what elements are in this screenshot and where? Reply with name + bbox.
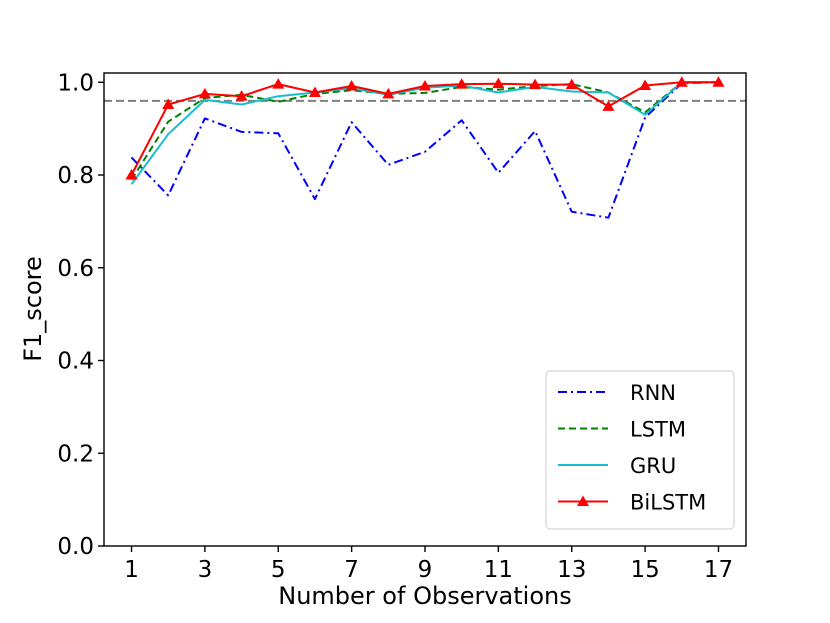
x-axis-label: Number of Observations xyxy=(278,582,571,610)
legend-label-bilstm: BiLSTM xyxy=(630,491,706,515)
legend-label-rnn: RNN xyxy=(630,381,676,405)
series-line-rnn xyxy=(130,81,719,219)
data-point-bilstm xyxy=(308,86,321,97)
y-axis-label: F1_score xyxy=(19,256,47,362)
x-tick-label: 5 xyxy=(271,557,286,583)
y-tick-label: 0.2 xyxy=(57,441,94,467)
data-point-bilstm xyxy=(198,87,211,99)
x-tick-label: 13 xyxy=(557,557,586,583)
data-point-bilstm xyxy=(382,87,395,99)
x-tick-label: 11 xyxy=(484,557,513,583)
data-point-bilstm xyxy=(639,79,652,91)
data-point-bilstm xyxy=(565,78,578,90)
x-tick-label: 9 xyxy=(418,557,433,583)
data-point-bilstm xyxy=(345,79,358,91)
data-point-bilstm xyxy=(712,76,725,87)
data-point-bilstm xyxy=(125,169,138,180)
data-point-bilstm xyxy=(675,76,688,87)
y-tick-label: 0.8 xyxy=(57,163,94,189)
data-point-bilstm xyxy=(272,78,285,89)
data-point-bilstm xyxy=(162,98,175,110)
x-tick-label: 15 xyxy=(630,557,659,583)
data-point-bilstm xyxy=(419,79,431,91)
x-tick-label: 3 xyxy=(198,557,213,583)
data-point-bilstm xyxy=(492,77,505,89)
x-tick-label: 7 xyxy=(344,557,359,583)
data-point-bilstm xyxy=(529,78,542,90)
x-tick-label: 1 xyxy=(124,557,139,583)
y-tick-label: 0.0 xyxy=(57,534,94,560)
y-tick-label: 0.6 xyxy=(57,256,94,282)
y-tick-label: 0.4 xyxy=(57,349,94,375)
legend: RNN LSTM GRU BiLSTM xyxy=(545,370,735,530)
legend-box xyxy=(545,370,735,530)
legend-marker-bilstm xyxy=(577,495,589,506)
legend-label-lstm: LSTM xyxy=(630,418,686,442)
data-point-bilstm xyxy=(602,100,615,111)
data-point-bilstm xyxy=(455,78,468,89)
data-point-bilstm xyxy=(235,90,248,101)
x-tick-label: 17 xyxy=(704,557,733,583)
series-line-lstm xyxy=(130,81,719,181)
y-tick-label: 1.0 xyxy=(57,70,94,96)
legend-label-gru: GRU xyxy=(630,454,676,478)
